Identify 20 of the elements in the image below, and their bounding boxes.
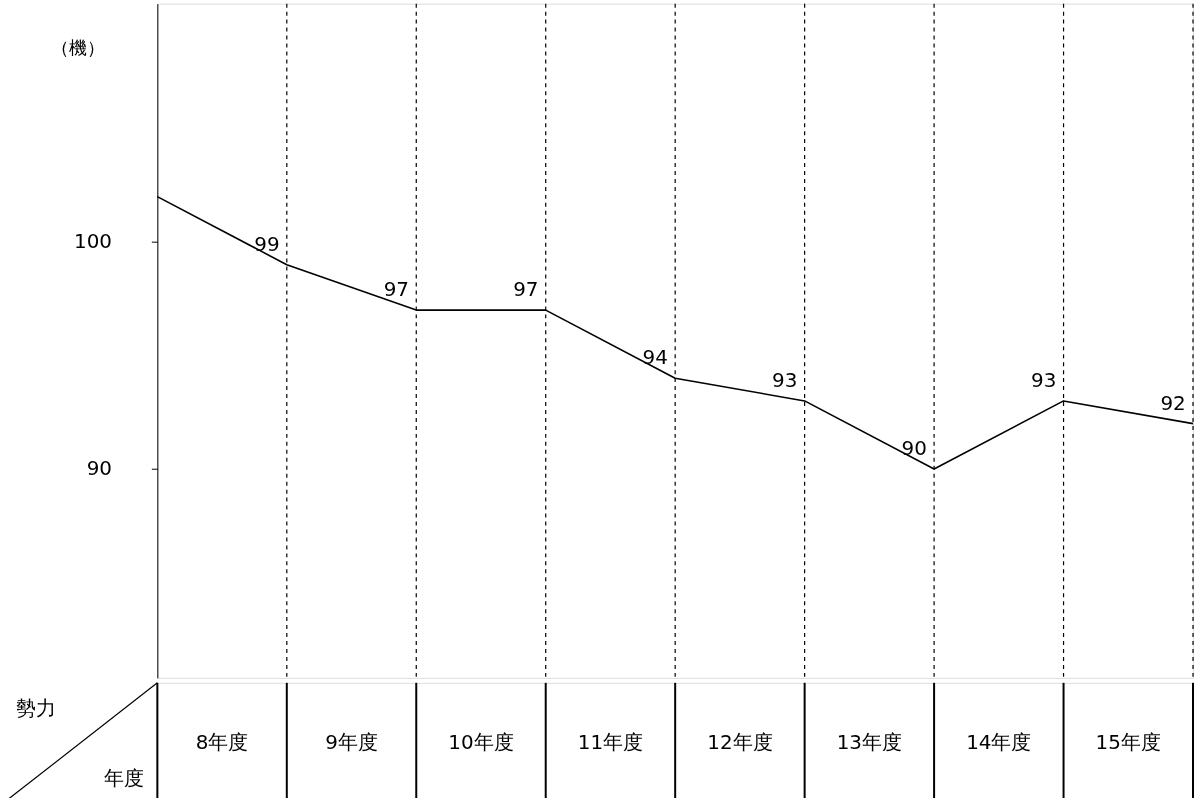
data-label: 93 [1030,368,1057,392]
data-label: 90 [901,437,927,461]
data-label: 93 [772,368,798,392]
y-tick-label: 100 [74,230,113,254]
x-tick-label: 14年度 [966,731,1032,755]
x-tick-label: 10年度 [448,731,514,755]
x-tick-label: 9年度 [325,731,378,755]
y-axis-title: （機） [51,36,106,58]
data-label: 97 [513,278,539,302]
x-tick-label: 15年度 [1095,731,1161,755]
data-label: 97 [383,278,410,302]
x-tick-label: 13年度 [836,731,903,755]
x-axis-title: 年度 [104,767,145,791]
text: 勢力 [15,697,56,721]
x-tick-label: 12年度 [707,731,773,755]
data-label: 92 [1160,391,1186,415]
data-label: 94 [642,346,668,370]
data-label: 99 [254,232,280,256]
x-tick-label: 8年度 [195,731,249,755]
x-tick-label: 11年度 [577,731,644,755]
